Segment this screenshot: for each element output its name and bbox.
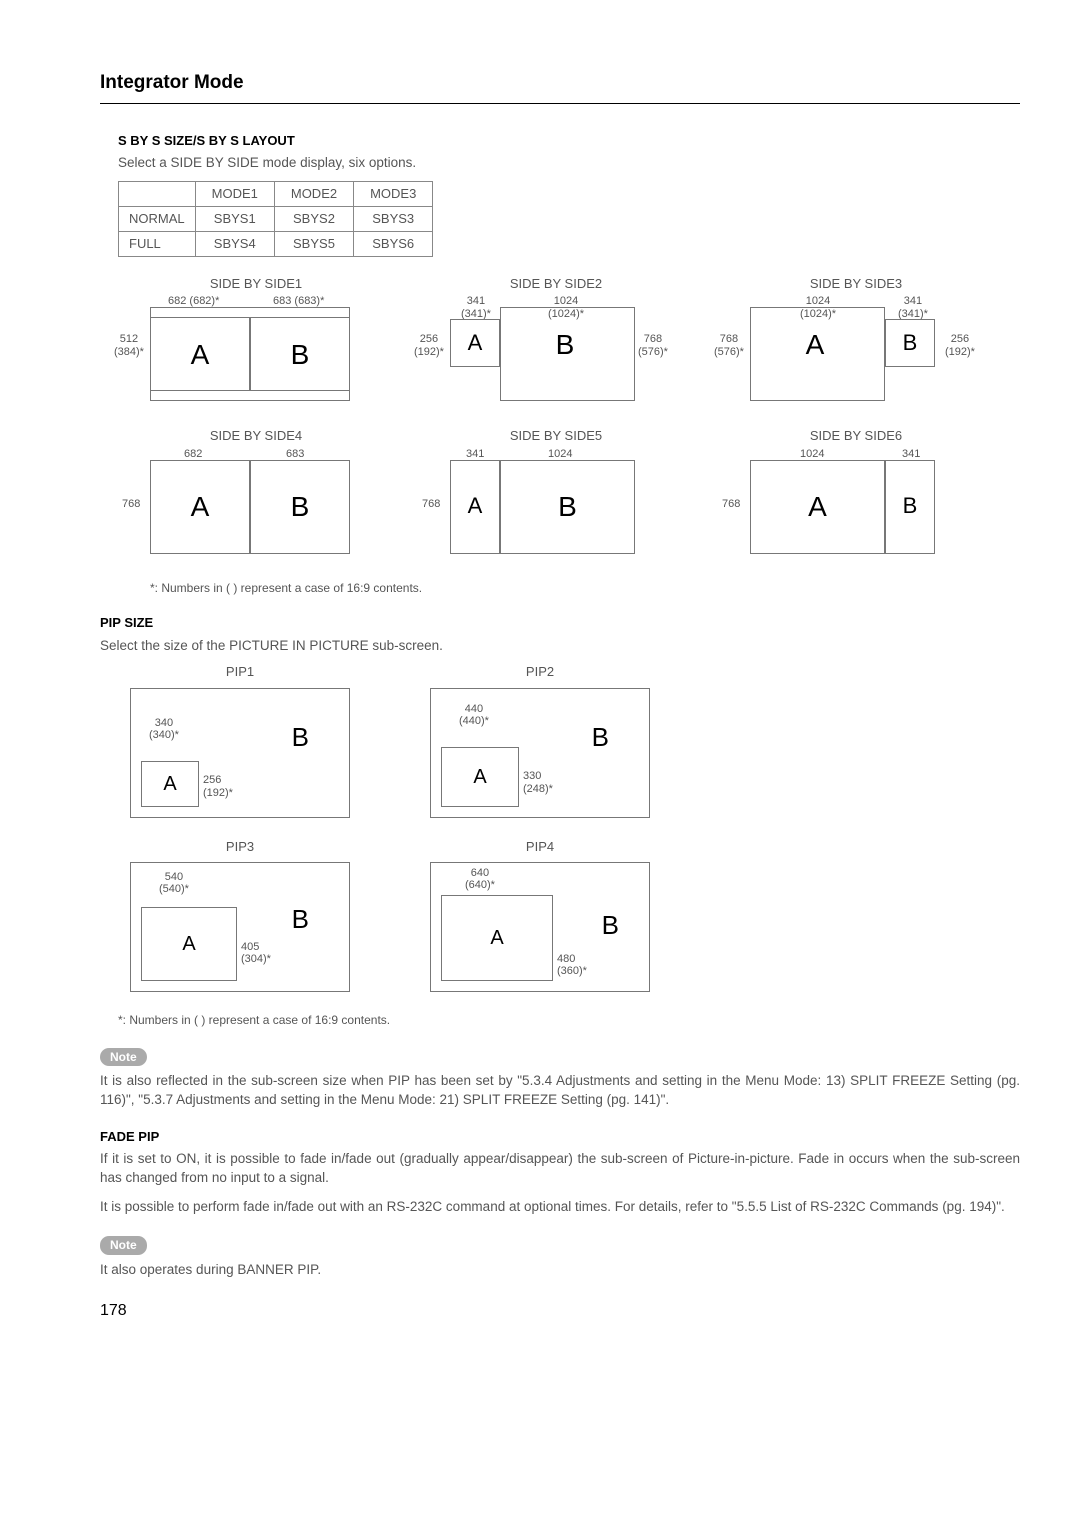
- pip3-title: PIP3: [130, 838, 350, 856]
- table-cell: [119, 181, 196, 206]
- fade-body: It is possible to perform fade in/fade o…: [100, 1198, 1020, 1217]
- pane-b: B: [291, 335, 310, 374]
- dim-label: 540 (540)*: [159, 871, 189, 895]
- pane-b: B: [592, 719, 609, 755]
- note-body: It is also reflected in the sub-screen s…: [100, 1072, 1020, 1110]
- dim-label: 256 (192)*: [414, 333, 444, 357]
- pane-b: B: [292, 901, 309, 937]
- pane-b: B: [292, 719, 309, 755]
- pane-b: B: [291, 487, 310, 526]
- note-label: Note: [100, 1236, 147, 1255]
- sbs1-diagram: SIDE BY SIDE1 682 (682)* 683 (683)* 512 …: [118, 275, 394, 407]
- dim-label: 405 (304)*: [241, 941, 271, 965]
- sbs6-diagram: SIDE BY SIDE6 1024 341 768 A B: [718, 427, 994, 559]
- fade-body: If it is set to ON, it is possible to fa…: [100, 1150, 1020, 1188]
- page-number: 178: [100, 1300, 1020, 1322]
- pane-a: A: [191, 487, 210, 526]
- page-title: Integrator Mode: [100, 70, 1020, 104]
- pip-desc: Select the size of the PICTURE IN PICTUR…: [100, 637, 1020, 656]
- sbs3-title: SIDE BY SIDE3: [718, 275, 994, 293]
- note-body: It also operates during BANNER PIP.: [100, 1261, 1020, 1280]
- pip3-diagram: PIP3 B 540 (540)* A 405 (304)*: [130, 838, 350, 992]
- pane-b: B: [602, 907, 619, 943]
- pip1-title: PIP1: [130, 663, 350, 681]
- pip-footnote: *: Numbers in ( ) represent a case of 16…: [118, 1012, 1020, 1029]
- dim-label: 768 (576)*: [638, 333, 668, 357]
- dim-label: 682: [184, 448, 202, 460]
- pane-b: B: [903, 328, 918, 359]
- table-cell: SBYS6: [354, 232, 433, 257]
- pane-a: A: [806, 325, 825, 364]
- sbys-heading: S BY S SIZE/S BY S LAYOUT: [118, 132, 1020, 150]
- dim-label: 440 (440)*: [459, 703, 489, 727]
- sbs4-title: SIDE BY SIDE4: [118, 427, 394, 445]
- dim-label: 768: [722, 498, 740, 510]
- dim-label: 480 (360)*: [557, 953, 587, 977]
- mode-table: MODE1 MODE2 MODE3 NORMAL SBYS1 SBYS2 SBY…: [118, 181, 433, 258]
- pane-a: A: [191, 335, 210, 374]
- table-cell: FULL: [119, 232, 196, 257]
- table-cell: MODE3: [354, 181, 433, 206]
- table-cell: SBYS2: [274, 206, 353, 231]
- dim-label: 683: [286, 448, 304, 460]
- pip4-title: PIP4: [430, 838, 650, 856]
- dim-label: 341: [466, 448, 484, 460]
- pip-heading: PIP SIZE: [100, 614, 1020, 632]
- dim-label: 768 (576)*: [714, 333, 744, 357]
- pane-a: A: [468, 491, 483, 522]
- sbs2-title: SIDE BY SIDE2: [418, 275, 694, 293]
- pane-b: B: [903, 491, 918, 522]
- table-cell: MODE1: [195, 181, 274, 206]
- dim-label: 640 (640)*: [465, 867, 495, 891]
- dim-label: 341 (341)*: [461, 295, 491, 319]
- pane-a: A: [468, 328, 483, 359]
- pane-a: A: [441, 747, 519, 807]
- pip4-diagram: PIP4 B 640 (640)* A 480 (360)*: [430, 838, 650, 992]
- dim-label: 340 (340)*: [149, 717, 179, 741]
- sbs1-title: SIDE BY SIDE1: [118, 275, 394, 293]
- dim-label: 683 (683)*: [273, 295, 324, 307]
- pane-b: B: [556, 325, 575, 364]
- dim-label: 512 (384)*: [114, 333, 144, 357]
- pane-a: A: [141, 761, 199, 807]
- sbs5-diagram: SIDE BY SIDE5 341 1024 768 A B: [418, 427, 694, 559]
- dim-label: 341: [902, 448, 920, 460]
- dim-label: 1024: [800, 448, 824, 460]
- table-cell: SBYS1: [195, 206, 274, 231]
- table-cell: NORMAL: [119, 206, 196, 231]
- pip2-diagram: PIP2 B 440 (440)* A 330 (248)*: [430, 663, 650, 817]
- sbs3-diagram: SIDE BY SIDE3 1024 (1024)* 341 (341)* 76…: [718, 275, 994, 407]
- fade-heading: FADE PIP: [100, 1128, 1020, 1146]
- note-label: Note: [100, 1048, 147, 1067]
- pane-a: A: [141, 907, 237, 981]
- pane-b: B: [558, 487, 577, 526]
- dim-label: 682 (682)*: [168, 295, 219, 307]
- table-cell: MODE2: [274, 181, 353, 206]
- dim-label: 330 (248)*: [523, 770, 553, 794]
- pip1-diagram: PIP1 B 340 (340)* A 256 (192)*: [130, 663, 350, 817]
- table-cell: SBYS3: [354, 206, 433, 231]
- pane-a: A: [441, 895, 553, 981]
- dim-label: 1024: [548, 448, 572, 460]
- table-cell: SBYS4: [195, 232, 274, 257]
- sbs6-title: SIDE BY SIDE6: [718, 427, 994, 445]
- table-cell: SBYS5: [274, 232, 353, 257]
- sbs2-diagram: SIDE BY SIDE2 341 (341)* 1024 (1024)* 25…: [418, 275, 694, 407]
- sbs5-title: SIDE BY SIDE5: [418, 427, 694, 445]
- dim-label: 256 (192)*: [203, 774, 233, 798]
- sbs4-diagram: SIDE BY SIDE4 682 683 768 A B: [118, 427, 394, 559]
- sbys-desc: Select a SIDE BY SIDE mode display, six …: [118, 154, 1020, 173]
- dim-label: 256 (192)*: [945, 333, 975, 357]
- dim-label: 768: [422, 498, 440, 510]
- sbs-footnote: *: Numbers in ( ) represent a case of 16…: [150, 580, 1020, 597]
- pane-a: A: [808, 487, 827, 526]
- dim-label: 341 (341)*: [898, 295, 928, 319]
- dim-label: 768: [122, 498, 140, 510]
- pip2-title: PIP2: [430, 663, 650, 681]
